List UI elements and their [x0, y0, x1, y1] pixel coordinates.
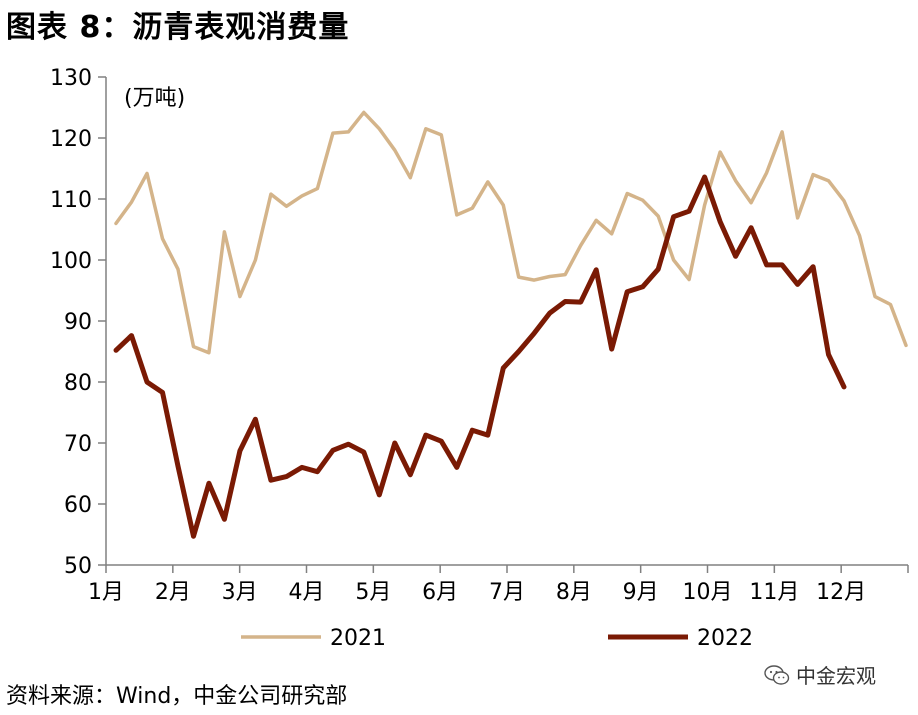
y-tick-label: 130: [50, 66, 92, 91]
x-tick-label: 6月: [422, 580, 458, 605]
unit-label: (万吨): [124, 86, 185, 111]
x-tick-label: 3月: [222, 580, 258, 605]
x-tick-label: 9月: [623, 580, 659, 605]
wechat-icon: [764, 664, 790, 685]
x-tick-label: 11月: [749, 580, 799, 605]
x-tick-label: 8月: [556, 580, 592, 605]
x-tick-label: 5月: [355, 580, 391, 605]
x-tick-label: 2月: [155, 580, 191, 605]
y-tick-label: 50: [64, 554, 92, 579]
y-tick-label: 70: [64, 432, 92, 457]
y-tick-label: 100: [50, 249, 92, 274]
watermark-text: 中金宏观: [796, 664, 876, 688]
line-chart: 50 60 70 80 90 100 110 120 130 1月 2月 3月 4月 5月 6月 7月 8月 9月…: [50, 66, 909, 651]
figure-title: 图表 8：沥青表观消费量: [6, 10, 350, 45]
y-tick-label: 120: [50, 127, 92, 152]
x-tick-label: 10月: [683, 580, 733, 605]
x-tick-label: 4月: [289, 580, 325, 605]
x-tick-label: 1月: [88, 580, 124, 605]
legend-label-2022: 2022: [697, 626, 753, 651]
y-tick-label: 110: [50, 188, 92, 213]
source-note: 资料来源：Wind，中金公司研究部: [6, 684, 348, 709]
x-tick-label: 7月: [489, 580, 525, 605]
x-tick-label: 12月: [816, 580, 866, 605]
y-tick-label: 90: [64, 310, 92, 335]
y-tick-label: 80: [64, 371, 92, 396]
series-line-2022: [113, 174, 847, 539]
watermark: 中金宏观: [764, 660, 876, 689]
series-line-2021: [114, 110, 908, 355]
legend-label-2021: 2021: [330, 626, 386, 651]
y-tick-label: 60: [64, 493, 92, 518]
